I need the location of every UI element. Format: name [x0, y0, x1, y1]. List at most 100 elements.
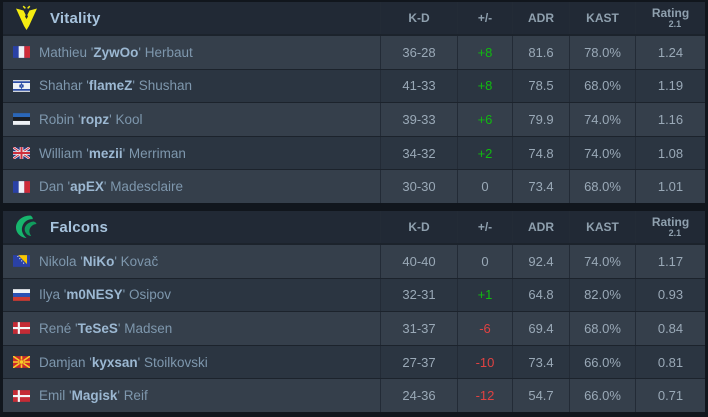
russia-flag-icon — [13, 289, 30, 301]
player-name: Robin 'ropz' Kool — [39, 112, 142, 127]
adr-value: 54.7 — [512, 379, 569, 412]
rating-value: 1.24 — [635, 36, 705, 69]
column-header-rating: Rating 2.1 — [635, 211, 705, 243]
player-cell: René 'TeSeS' Madsen — [3, 312, 380, 345]
player-link[interactable]: Dan 'apEX' Madesclaire — [13, 179, 183, 194]
plusminus-value: 0 — [457, 170, 512, 203]
player-name: Ilya 'm0NESY' Osipov — [39, 287, 171, 302]
plusminus-value: +8 — [457, 36, 512, 69]
player-nickname: mezii — [88, 145, 123, 161]
column-header-kd: K-D — [380, 211, 457, 243]
player-link[interactable]: Emil 'Magisk' Reif — [13, 388, 148, 403]
column-header-plusminus: +/- — [457, 2, 512, 34]
player-nickname: ropz — [80, 111, 110, 127]
player-name-prefix: Emil ' — [39, 388, 72, 404]
rating-label: Rating — [651, 6, 690, 20]
north-macedonia-flag-icon — [13, 356, 30, 369]
column-header-plusminus: +/- — [457, 211, 512, 243]
team-link-vitality[interactable]: Vitality — [13, 5, 101, 31]
player-cell: Robin 'ropz' Kool — [3, 103, 380, 136]
flag-slot — [13, 255, 30, 268]
adr-value: 73.4 — [512, 170, 569, 203]
player-cell: Nikola 'NiKo' Kovač — [3, 245, 380, 278]
column-header-kast: KAST — [569, 211, 635, 243]
player-name: Damjan 'kyxsan' Stoilkovski — [39, 355, 208, 370]
adr-value: 73.4 — [512, 345, 569, 379]
player-cell: Emil 'Magisk' Reif — [3, 379, 380, 412]
table-row: René 'TeSeS' Madsen 31-37 -6 69.4 68.0% … — [3, 311, 705, 345]
player-nickname: TeSeS — [77, 320, 118, 336]
player-cell: Damjan 'kyxsan' Stoilkovski — [3, 346, 380, 379]
player-link[interactable]: Ilya 'm0NESY' Osipov — [13, 287, 171, 302]
plusminus-value: -6 — [457, 312, 512, 345]
column-header-rating: Rating 2.1 — [635, 2, 705, 34]
flag-slot — [13, 389, 30, 402]
france-flag-icon — [13, 180, 30, 193]
france-flag-icon — [13, 46, 30, 59]
vitality-logo-icon — [16, 5, 37, 30]
player-link[interactable]: Robin 'ropz' Kool — [13, 112, 142, 127]
player-nickname: NiKo — [82, 253, 115, 269]
column-header-adr: ADR — [512, 2, 569, 34]
plusminus-value: -10 — [457, 345, 512, 379]
rating-label: Rating — [651, 215, 690, 229]
israel-flag-icon — [13, 80, 30, 92]
united-kingdom-flag-icon — [13, 147, 30, 160]
player-nickname: Magisk — [71, 388, 118, 404]
player-link[interactable]: René 'TeSeS' Madsen — [13, 321, 172, 336]
player-name-suffix: ' Madesclaire — [103, 179, 183, 195]
kast-value: 82.0% — [569, 278, 635, 312]
player-cell: William 'mezii' Merriman — [3, 137, 380, 170]
plusminus-value: +6 — [457, 103, 512, 136]
team-stats-table-vitality: Vitality K-D +/- ADR KAST Rating 2.1 Math… — [3, 2, 705, 203]
team-cell: Falcons — [3, 211, 380, 243]
team-link-falcons[interactable]: Falcons — [13, 214, 108, 240]
player-name: Nikola 'NiKo' Kovač — [39, 254, 158, 269]
kast-value: 68.0% — [569, 312, 635, 345]
vitality-player-rows: Mathieu 'ZywOo' Herbaut 36-28 +8 81.6 78… — [3, 35, 705, 203]
player-link[interactable]: Damjan 'kyxsan' Stoilkovski — [13, 355, 208, 370]
adr-value: 78.5 — [512, 69, 569, 103]
player-nickname: apEX — [70, 179, 104, 195]
player-name-prefix: Robin ' — [39, 111, 81, 127]
rating-version: 2.1 — [668, 228, 682, 238]
kast-value: 74.0% — [569, 103, 635, 136]
adr-value: 92.4 — [512, 245, 569, 278]
player-name: William 'mezii' Merriman — [39, 146, 186, 161]
player-link[interactable]: Mathieu 'ZywOo' Herbaut — [13, 45, 193, 60]
kast-value: 66.0% — [569, 345, 635, 379]
plusminus-value: +2 — [457, 136, 512, 170]
plusminus-value: +1 — [457, 278, 512, 312]
player-nickname: kyxsan — [91, 354, 138, 370]
kd-value: 24-36 — [380, 379, 457, 412]
team-name: Falcons — [50, 218, 109, 236]
player-link[interactable]: Shahar 'flameZ' Shushan — [13, 78, 192, 93]
table-row: Shahar 'flameZ' Shushan 41-33 +8 78.5 68… — [3, 68, 705, 103]
player-link[interactable]: Nikola 'NiKo' Kovač — [13, 254, 158, 269]
rating-value: 1.19 — [635, 69, 705, 103]
player-name-suffix: ' Stoilkovski — [137, 354, 208, 370]
player-name-suffix: ' Kovač — [114, 253, 159, 269]
player-link[interactable]: William 'mezii' Merriman — [13, 146, 186, 161]
player-name: Mathieu 'ZywOo' Herbaut — [39, 45, 193, 60]
kast-value: 78.0% — [569, 36, 635, 69]
rating-version: 2.1 — [668, 19, 682, 29]
player-name-prefix: Shahar ' — [39, 78, 89, 94]
flag-slot — [13, 356, 30, 369]
adr-value: 79.9 — [512, 103, 569, 136]
plusminus-value: -12 — [457, 379, 512, 412]
player-name-suffix: ' Madsen — [117, 320, 173, 336]
column-header-kast: KAST — [569, 2, 635, 34]
kast-value: 68.0% — [569, 69, 635, 103]
rating-value: 1.17 — [635, 245, 705, 278]
player-name: Emil 'Magisk' Reif — [39, 388, 148, 403]
falcons-player-rows: Nikola 'NiKo' Kovač 40-40 0 92.4 74.0% 1… — [3, 244, 705, 412]
player-name-prefix: René ' — [39, 320, 78, 336]
flag-slot — [13, 322, 30, 335]
kast-value: 74.0% — [569, 136, 635, 170]
table-row: Damjan 'kyxsan' Stoilkovski 27-37 -10 73… — [3, 344, 705, 379]
player-nickname: flameZ — [88, 78, 133, 94]
adr-value: 81.6 — [512, 36, 569, 69]
flag-slot — [13, 147, 30, 160]
flag-slot — [13, 46, 30, 59]
